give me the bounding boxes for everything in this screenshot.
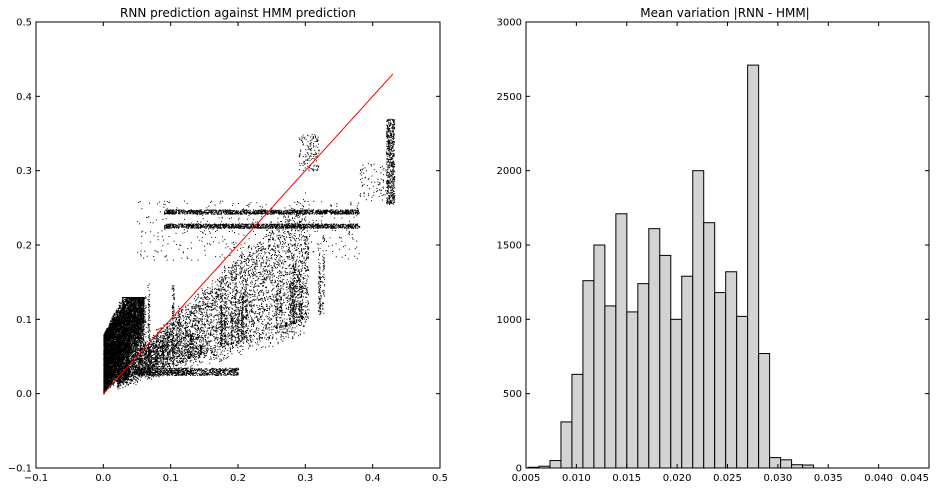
x-tick-label: 0.045: [900, 473, 929, 484]
histogram-bar: [780, 459, 793, 469]
histogram-bar: [703, 222, 716, 469]
histogram-bar: [593, 244, 606, 469]
x-tick-label: 0.1: [163, 473, 179, 484]
x-tick-label: 0.4: [365, 473, 381, 484]
y-tick-label: 1500: [497, 241, 522, 252]
scatter-ticks: −0.1 0.0 0.1 0.2 0.3 0.4 0.5 −0.1 0.0 0.1 0.2 0.3 0.…: [8, 18, 448, 485]
x-tick-label: 0.020: [663, 473, 692, 484]
y-tick-label: 2500: [497, 92, 522, 103]
y-tick-label: 0.0: [16, 389, 32, 400]
histogram-bar: [648, 228, 661, 469]
x-tick-label: 0.0: [95, 473, 111, 484]
histogram-bar: [769, 457, 782, 469]
y-tick-label: 0.1: [16, 315, 32, 326]
y-tick-label: −0.1: [8, 464, 32, 475]
histogram-bar: [736, 315, 749, 469]
x-tick-label: 0.015: [612, 473, 641, 484]
histogram-bar: [560, 421, 573, 469]
x-tick-label: 0.030: [764, 473, 793, 484]
histogram-bar: [659, 254, 672, 469]
x-tick-label: 0.3: [297, 473, 313, 484]
histogram-bars: [527, 64, 815, 469]
histogram-bar: [615, 213, 628, 469]
x-tick-label: 0.005: [512, 473, 541, 484]
histogram-title: Mean variation |RNN - HMM|: [640, 6, 809, 20]
scatter-title: RNN prediction against HMM prediction: [120, 6, 356, 20]
histogram-bar: [670, 318, 683, 469]
histogram-panel: Mean variation |RNN - HMM| 0.005 0.010 0.0…: [497, 6, 930, 484]
scatter-panel: RNN prediction against HMM prediction −0…: [8, 6, 448, 484]
y-tick-label: 0.3: [16, 166, 32, 177]
y-tick-label: 0.5: [16, 18, 32, 29]
x-tick-label: 0.5: [432, 473, 448, 484]
histogram-bar: [725, 271, 738, 469]
histogram-bar: [692, 170, 705, 469]
y-tick-label: 0.2: [16, 241, 32, 252]
scatter-points: [103, 118, 396, 395]
x-tick-label: 0.025: [713, 473, 742, 484]
y-tick-label: 2000: [497, 166, 522, 177]
x-tick-label: 0.035: [814, 473, 843, 484]
y-tick-label: 0: [516, 464, 522, 475]
histogram-bar: [714, 292, 727, 469]
histogram-bar: [571, 373, 584, 469]
histogram-bar: [582, 280, 595, 469]
scatter-point-cloud: [103, 118, 396, 395]
reference-line: [102, 73, 394, 395]
x-tick-label: −0.1: [24, 473, 48, 484]
histogram-ticks: 0.005 0.010 0.015 0.020 0.025 0.030 0.035 0.040…: [497, 18, 930, 484]
histogram-bar: [626, 311, 639, 469]
histogram-bar: [747, 64, 760, 469]
histogram-bar: [549, 460, 562, 469]
x-tick-label: 0.040: [864, 473, 893, 484]
histogram-bar: [637, 283, 650, 469]
x-tick-label: 0.2: [230, 473, 246, 484]
histogram-bar: [604, 305, 617, 469]
y-tick-label: 500: [503, 389, 522, 400]
x-tick-label: 0.010: [562, 473, 591, 484]
histogram-bar: [681, 275, 694, 469]
y-tick-label: 3000: [497, 18, 522, 29]
histogram-bar: [758, 353, 771, 469]
y-tick-label: 1000: [497, 315, 522, 326]
y-tick-label: 0.4: [16, 92, 32, 103]
